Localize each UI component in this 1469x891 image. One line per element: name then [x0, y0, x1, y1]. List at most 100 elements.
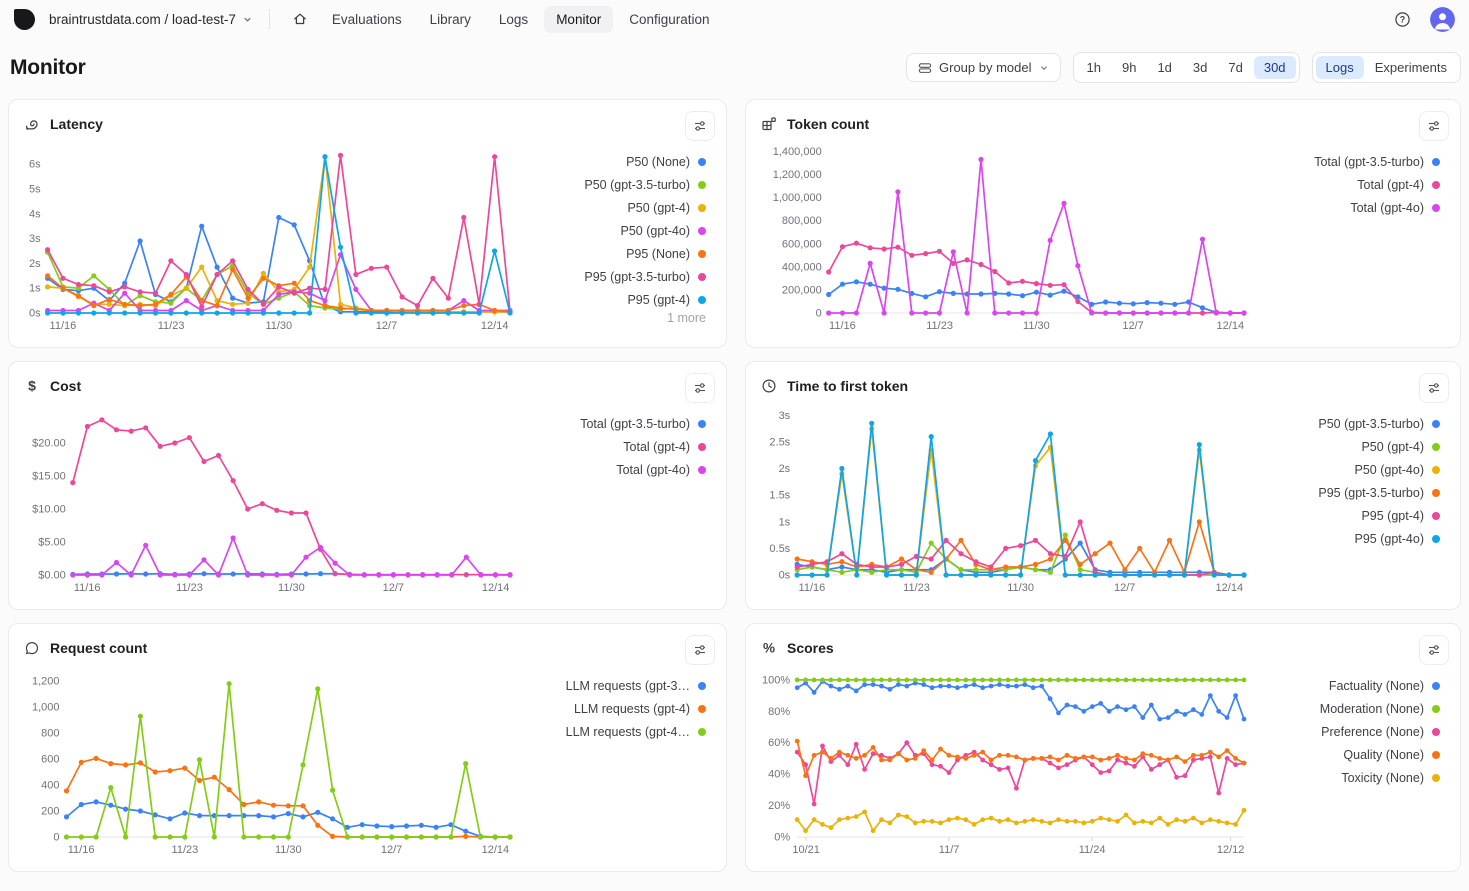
legend-item[interactable]: Quality (None) — [1343, 743, 1440, 766]
chart-settings-button[interactable] — [685, 635, 715, 665]
svg-text:400: 400 — [41, 780, 59, 792]
controls-row: Monitor Group by model 1h 9h 1d 3d 7d 30… — [0, 38, 1469, 99]
legend-label: P95 (gpt-3.5-turbo) — [1318, 485, 1424, 500]
legend-item[interactable]: Total (gpt-4) — [1357, 173, 1440, 196]
legend-dot-icon — [1432, 534, 1440, 543]
legend-label: Factuality (None) — [1328, 678, 1424, 693]
time-range-1h[interactable]: 1h — [1086, 60, 1101, 75]
chart-settings-button[interactable] — [685, 111, 715, 141]
legend-dot-icon — [1432, 681, 1440, 690]
chart-settings-button[interactable] — [685, 373, 715, 403]
mode-logs[interactable]: Logs — [1315, 56, 1364, 79]
legend-item[interactable]: P95 (None) — [626, 242, 706, 265]
legend-label: P50 (gpt-4) — [1361, 439, 1424, 454]
legend-item[interactable]: LLM requests (gpt-4… — [566, 720, 706, 743]
svg-text:1,400,000: 1,400,000 — [773, 146, 822, 158]
time-range-7d[interactable]: 7d — [1228, 60, 1243, 75]
nav-item-configuration[interactable]: Configuration — [629, 11, 710, 27]
legend-dot-icon — [698, 419, 706, 428]
svg-text:3s: 3s — [29, 233, 41, 245]
legend-item[interactable]: Factuality (None) — [1329, 674, 1440, 697]
chart-settings-button[interactable] — [1419, 373, 1449, 403]
legend-item[interactable]: P95 (gpt-4) — [627, 288, 706, 311]
mode-experiments[interactable]: Experiments — [1374, 60, 1447, 75]
nav-item-logs[interactable]: Logs — [498, 11, 529, 27]
legend-dot-icon — [1432, 727, 1440, 736]
braintrust-logo-icon[interactable] — [14, 8, 35, 30]
chart-canvas[interactable]: 0s 1s 2s 3s 4s 5s 6s 11/16 11/23 11/30 12/7 12/14 — [23, 138, 520, 333]
legend-item[interactable]: Total (gpt-4o) — [1350, 196, 1440, 219]
svg-text:0s: 0s — [779, 570, 791, 582]
latency-chart[interactable]: 0s 1s 2s 3s 4s 5s 6s 11/16 11/23 11/30 12/7 12/14 — [23, 138, 520, 333]
panel-title: Latency — [50, 116, 103, 132]
legend-item[interactable]: Total (gpt-4) — [623, 435, 706, 458]
svg-text:12/7: 12/7 — [381, 844, 402, 856]
legend-label: P95 (gpt-3.5-turbo) — [584, 269, 690, 284]
legend-item[interactable]: Total (gpt-3.5-turbo) — [1314, 150, 1440, 173]
legend-item[interactable]: P50 (gpt-4) — [627, 196, 706, 219]
time-range-1d[interactable]: 1d — [1157, 60, 1172, 75]
cost-chart[interactable]: $0.00 $5.00 $10.00 $15.00 $20.00 11/16 11/23 11… — [23, 400, 520, 595]
legend-more[interactable]: 1 more — [667, 311, 706, 325]
legend-item[interactable]: P50 (gpt-4o) — [1355, 458, 1440, 481]
legend-item[interactable]: P95 (gpt-4) — [1361, 504, 1440, 527]
nav-item-evaluations[interactable]: Evaluations — [331, 11, 402, 27]
legend-dot-icon — [1432, 203, 1440, 212]
svg-text:80%: 80% — [768, 706, 790, 718]
svg-text:4s: 4s — [29, 208, 41, 220]
legend-item[interactable]: Preference (None) — [1321, 720, 1440, 743]
divider — [268, 9, 270, 29]
legend-item[interactable]: Toxicity (None) — [1341, 766, 1440, 789]
chart-canvas[interactable]: 0 200 400 600 800 1,000 1,200 11/16 11/23 11/30 12… — [23, 662, 520, 857]
legend-item[interactable]: P50 (gpt-4) — [1361, 435, 1440, 458]
chart-canvas[interactable]: 0% 20% 40% 60% 80% 100% 10/21 11/7 11/24 12/12 — [760, 662, 1254, 857]
legend-item[interactable]: Total (gpt-3.5-turbo) — [580, 412, 706, 435]
token-count-chart[interactable]: 0 200,000 400,000 600,000 800,000 1,000,000 1,… — [760, 138, 1254, 333]
chart-settings-button[interactable] — [1419, 635, 1449, 665]
avatar[interactable] — [1430, 6, 1455, 32]
legend-item[interactable]: P95 (gpt-3.5-turbo) — [584, 265, 706, 288]
legend-item[interactable]: Moderation (None) — [1320, 697, 1440, 720]
time-range-30d[interactable]: 30d — [1253, 56, 1296, 79]
legend-item[interactable]: P50 (gpt-3.5-turbo) — [1318, 412, 1440, 435]
blocks-icon — [760, 115, 778, 133]
scores-chart[interactable]: 0% 20% 40% 60% 80% 100% 10/21 11/7 11/24 12/12 — [760, 662, 1254, 857]
nav-item-monitor[interactable]: Monitor — [544, 5, 614, 33]
svg-text:800: 800 — [41, 728, 59, 740]
legend-item[interactable]: Total (gpt-4o) — [616, 458, 706, 481]
legend-item[interactable]: LLM requests (gpt-4) — [574, 697, 706, 720]
svg-text:11/16: 11/16 — [68, 844, 95, 856]
legend-item[interactable]: P95 (gpt-3.5-turbo) — [1318, 481, 1440, 504]
legend-item[interactable]: P50 (gpt-3.5-turbo) — [584, 173, 706, 196]
time-range-9h[interactable]: 9h — [1121, 60, 1137, 75]
nav-item-library[interactable]: Library — [429, 11, 471, 27]
legend-item[interactable]: P95 (gpt-4o) — [1355, 527, 1440, 550]
legend-item[interactable]: LLM requests (gpt-3… — [566, 674, 706, 697]
legend-dot-icon — [698, 180, 706, 189]
chart-settings-button[interactable] — [1419, 111, 1449, 141]
request-count-chart[interactable]: 0 200 400 600 800 1,000 1,200 11/16 11/23 11/30 12… — [23, 662, 520, 857]
legend-dot-icon — [1432, 704, 1440, 713]
svg-text:12/7: 12/7 — [383, 582, 404, 594]
legend-label: Total (gpt-4o) — [616, 462, 690, 477]
sliders-icon — [695, 121, 705, 131]
time-to-first-token-chart[interactable]: 0s 0.5s 1s 1.5s 2s 2.5s 3s 11/16 11/23 11/30 12/7 1… — [760, 400, 1254, 595]
svg-text:%: % — [763, 641, 775, 656]
legend-label: Total (gpt-4) — [623, 439, 690, 454]
help-button[interactable]: ? — [1388, 5, 1416, 33]
group-by-button[interactable]: Group by model — [906, 53, 1061, 82]
chart-canvas[interactable]: 0s 0.5s 1s 1.5s 2s 2.5s 3s 11/16 11/23 11/30 12/7 1… — [760, 400, 1254, 595]
panel-title: Time to first token — [787, 378, 909, 394]
legend-item[interactable]: P50 (None) — [626, 150, 706, 173]
svg-text:11/23: 11/23 — [926, 320, 953, 332]
time-range-3d[interactable]: 3d — [1192, 60, 1208, 75]
chart-canvas[interactable]: 0 200,000 400,000 600,000 800,000 1,000,000 1,… — [760, 138, 1254, 333]
svg-text:0.5s: 0.5s — [769, 543, 790, 555]
svg-text:11/23: 11/23 — [172, 844, 199, 856]
home-button[interactable] — [286, 5, 314, 33]
chart-canvas[interactable]: $0.00 $5.00 $10.00 $15.00 $20.00 11/16 11/23 11… — [23, 400, 520, 595]
svg-text:1s: 1s — [779, 516, 791, 528]
svg-text:11/30: 11/30 — [278, 582, 305, 594]
legend-item[interactable]: P50 (gpt-4o) — [621, 219, 706, 242]
breadcrumb[interactable]: braintrustdata.com / load-test-7 — [49, 12, 253, 27]
